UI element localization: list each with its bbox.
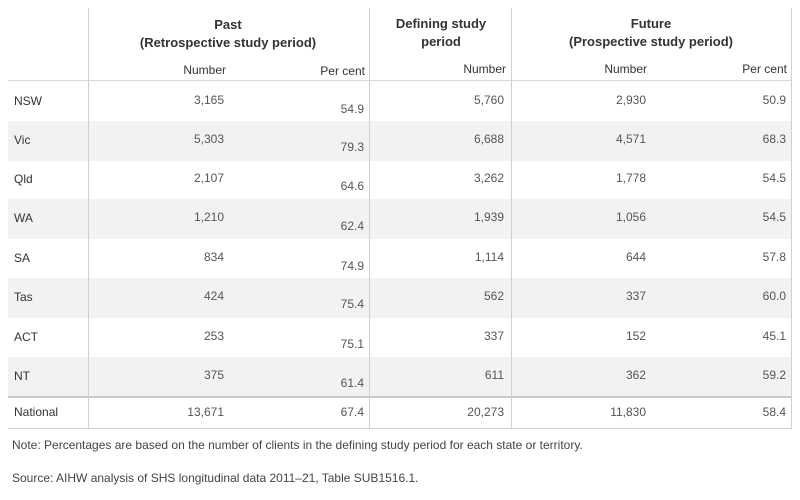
future-number-cell: 4,571 [615,132,646,146]
header-future: Future (Prospective study period) [512,15,790,51]
subheader-future-number: Number [604,62,647,76]
past-number-cell: 1,210 [193,210,224,224]
future-percent-cell: 57.8 [762,250,786,264]
header-defining-line1: Defining study [395,16,487,31]
state-cell: SA [14,251,31,265]
state-cell: Tas [14,290,33,304]
future-percent-cell: 54.5 [762,210,786,224]
table-row: NT 375 61.4 611 362 59.2 [8,357,792,397]
total-state-cell: National [14,405,59,419]
future-percent-cell: 59.2 [762,368,786,382]
past-number-cell: 253 [203,329,224,343]
table-row: Tas 424 75.4 562 337 60.0 [8,278,792,318]
past-percent-cell: 61.4 [340,376,364,390]
column-divider [791,8,792,428]
past-number-cell: 424 [203,289,224,303]
header-future-title: Future [630,16,672,31]
total-defining-number-cell: 20,273 [467,405,504,419]
past-number-cell: 2,107 [193,171,224,185]
past-percent-cell: 62.4 [340,219,364,233]
subheader-past-percent: Per cent [320,64,365,78]
header-past-title: Past [214,17,242,32]
past-percent-cell: 64.6 [340,179,364,193]
future-percent-cell: 50.9 [762,93,786,107]
past-percent-cell: 74.9 [340,259,364,273]
defining-number-cell: 1,939 [473,210,504,224]
subheader-defining-number: Number [463,62,506,76]
past-number-cell: 5,303 [193,132,224,146]
past-number-cell: 834 [203,250,224,264]
total-row: National 13,671 67.4 20,273 11,830 58.4 [8,398,792,428]
defining-number-cell: 1,114 [474,250,504,264]
table-row: Qld 2,107 64.6 3,262 1,778 54.5 [8,160,792,200]
subheader-past-number: Number [183,63,226,77]
future-number-cell: 2,930 [615,93,646,107]
total-future-percent-cell: 58.4 [762,405,786,419]
table-source: Source: AIHW analysis of SHS longitudina… [12,471,419,485]
past-percent-cell: 54.9 [340,102,364,116]
total-past-percent-cell: 67.4 [340,405,364,419]
future-number-cell: 337 [625,289,646,303]
past-percent-cell: 75.1 [340,337,364,351]
future-percent-cell: 60.0 [762,289,786,303]
header-future-subtitle: (Prospective study period) [569,34,733,49]
subheader-future-percent: Per cent [742,62,787,76]
past-number-cell: 375 [203,368,224,382]
future-number-cell: 152 [625,329,646,343]
state-cell: NSW [14,94,42,108]
defining-number-cell: 5,760 [473,93,504,107]
table-row: ACT 253 75.1 337 152 45.1 [8,317,792,357]
table-row: Vic 5,303 79.3 6,688 4,571 68.3 [8,121,792,161]
state-cell: ACT [14,330,38,344]
future-percent-cell: 68.3 [762,132,786,146]
table-bottom-border [8,428,792,429]
state-cell: WA [14,211,33,225]
future-number-cell: 1,056 [615,210,646,224]
table-row: WA 1,210 62.4 1,939 1,056 54.5 [8,199,792,239]
past-percent-cell: 75.4 [340,297,364,311]
state-cell: Qld [14,172,33,186]
defining-number-cell: 3,262 [473,171,504,185]
future-number-cell: 644 [625,250,646,264]
header-defining: Defining study period [370,15,512,51]
header-past: Past (Retrospective study period) [88,16,368,52]
defining-number-cell: 337 [483,329,504,343]
column-divider [88,8,89,428]
header-past-subtitle: (Retrospective study period) [139,35,317,50]
column-divider [369,8,370,428]
column-divider [511,8,512,428]
table-row: NSW 3,165 54.9 5,760 2,930 50.9 [8,81,792,121]
defining-number-cell: 6,688 [473,132,504,146]
header-defining-line2: period [421,34,461,49]
table-note: Note: Percentages are based on the numbe… [12,438,583,452]
past-percent-cell: 79.3 [340,140,364,154]
table-row: SA 834 74.9 1,114 644 57.8 [8,238,792,278]
total-future-number-cell: 11,830 [610,405,646,419]
future-number-cell: 1,778 [615,171,646,185]
future-percent-cell: 45.1 [762,329,786,343]
future-number-cell: 362 [625,368,646,382]
defining-number-cell: 611 [484,368,504,382]
state-cell: Vic [14,133,31,147]
state-cell: NT [14,369,30,383]
past-number-cell: 3,165 [193,93,224,107]
defining-number-cell: 562 [483,289,504,303]
total-past-number-cell: 13,671 [187,405,224,419]
total-divider [8,396,792,398]
header-divider [8,80,792,81]
future-percent-cell: 54.5 [762,171,786,185]
